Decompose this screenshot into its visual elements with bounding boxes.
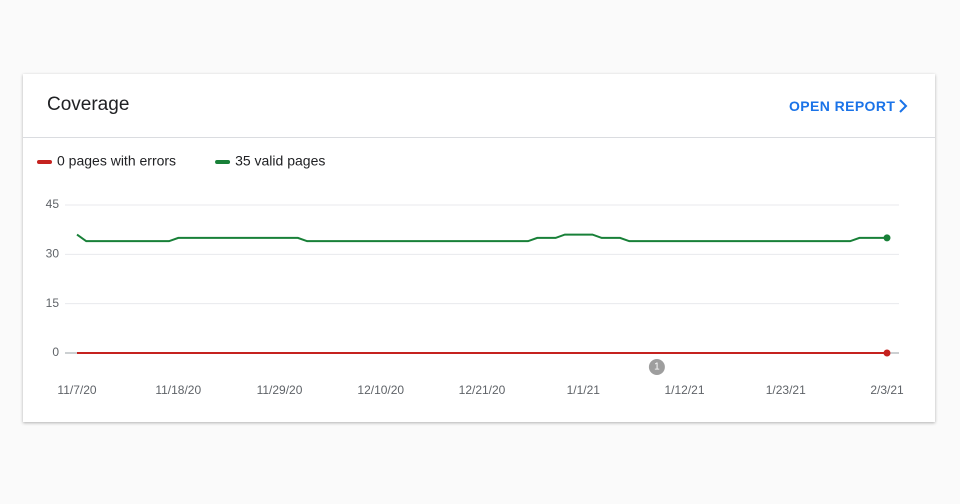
annotation-label: 1 [654,362,660,373]
x-tick-label: 1/23/21 [766,383,806,397]
y-tick-label: 30 [46,247,60,261]
x-tick-label: 11/29/20 [257,383,303,397]
end-point [883,349,891,357]
x-tick-label: 11/7/20 [57,383,96,397]
x-tick-label: 1/12/21 [664,383,704,397]
chevron-icon[interactable] [895,98,911,114]
x-tick-label: 12/10/20 [357,383,404,397]
x-tick-label: 12/21/20 [459,383,506,397]
legend-label: 35 valid pages [235,153,325,169]
end-point [883,234,891,242]
chart: 0 pages with errors 35 valid pages 0 15 30 45… [37,153,904,397]
coverage-card: Coverage OPEN REPORT 0 pages with errors… [23,74,935,422]
card-header: Coverage OPEN REPORT [23,74,935,138]
x-tick-label: 2/3/21 [870,383,904,397]
y-tick-label: 45 [46,197,60,211]
card-title: Coverage [47,94,130,115]
legend-label: 0 pages with errors [57,153,176,169]
x-tick-label: 1/1/21 [567,383,601,397]
open-report-link[interactable]: OPEN REPORT [789,98,896,114]
series-line [76,233,887,243]
x-tick-label: 11/18/20 [155,383,201,397]
annotation-marker [648,359,665,375]
y-tick-label: 15 [46,296,60,310]
y-tick-label: 0 [52,345,59,359]
